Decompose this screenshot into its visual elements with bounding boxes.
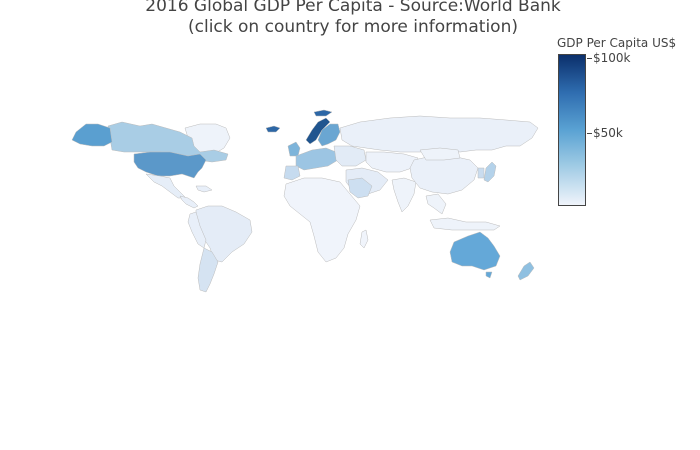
country-new-zealand[interactable] — [517, 261, 535, 281]
country-sweden-finland[interactable] — [317, 123, 341, 147]
country-eastern-europe[interactable] — [333, 145, 367, 167]
country-russia[interactable] — [339, 115, 539, 153]
country-korea[interactable] — [477, 167, 485, 179]
colorbar-label-100k: $100k — [593, 51, 631, 65]
country-australia[interactable] — [449, 231, 501, 271]
colorbar-tick-50k — [587, 133, 592, 134]
country-iberia[interactable] — [283, 165, 301, 181]
country-saudi-arabia[interactable] — [347, 177, 373, 199]
country-indonesia[interactable] — [429, 217, 501, 231]
country-tasmania[interactable] — [485, 271, 493, 279]
country-japan[interactable] — [483, 161, 497, 183]
colorbar-tick-100k — [587, 58, 592, 59]
country-canada[interactable] — [107, 121, 229, 163]
country-india[interactable] — [391, 177, 417, 213]
country-iceland[interactable] — [265, 125, 281, 133]
country-madagascar[interactable] — [359, 229, 369, 249]
country-central-asia[interactable] — [365, 151, 419, 173]
colorbar-title: GDP Per Capita US$ — [557, 36, 677, 50]
country-mexico[interactable] — [145, 173, 187, 199]
country-alaska[interactable] — [71, 123, 113, 147]
chart-title: 2016 Global GDP Per Capita - Source:Worl… — [120, 0, 586, 38]
country-mongolia[interactable] — [419, 147, 461, 161]
country-africa[interactable] — [283, 177, 361, 263]
colorbar-label-50k: $50k — [593, 126, 623, 140]
country-svalbard[interactable] — [313, 109, 333, 117]
title-line-2: (click on country for more information) — [188, 17, 518, 37]
country-norway[interactable] — [305, 117, 331, 145]
country-china[interactable] — [409, 155, 479, 195]
country-central-america[interactable] — [179, 195, 199, 209]
title-line-1: 2016 Global GDP Per Capita - Source:Worl… — [145, 0, 561, 16]
country-western-europe[interactable] — [295, 147, 339, 171]
country-united-states[interactable] — [133, 151, 207, 179]
country-caribbean[interactable] — [195, 185, 213, 193]
colorbar — [558, 54, 586, 206]
country-uk-ireland[interactable] — [287, 141, 301, 157]
country-southeast-asia[interactable] — [425, 193, 447, 215]
country-argentina-chile[interactable] — [197, 247, 219, 293]
